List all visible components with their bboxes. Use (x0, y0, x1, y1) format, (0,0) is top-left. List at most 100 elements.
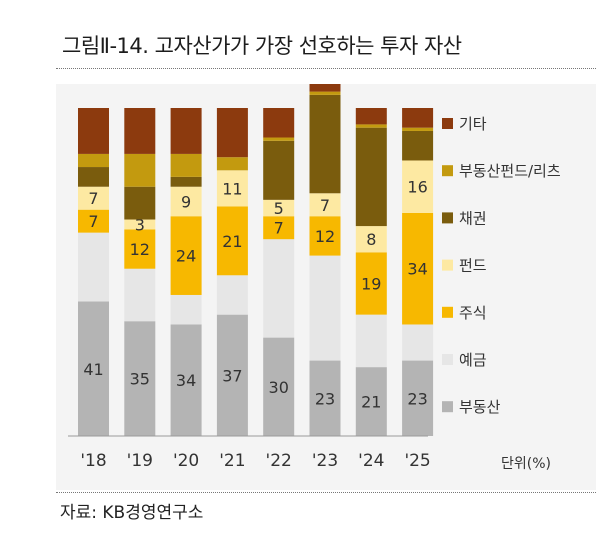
x-tick-label: '25 (404, 451, 430, 471)
x-tick-label: '24 (358, 451, 384, 471)
bar-부동산-'20 (170, 324, 202, 436)
chart-panel: 41 7 7 35 12 3 34 24 9 37 21 11 30 7 5 23 12 7 21 19 8 23 34 16… (56, 84, 596, 490)
legend-swatch-부동산 (442, 401, 453, 413)
data-label: 23 (315, 389, 335, 408)
bar-부동산펀드/리츠-'24 (355, 124, 387, 128)
source-divider (56, 492, 596, 493)
bar-펀드-'24 (355, 226, 387, 253)
data-label: 34 (407, 260, 427, 279)
bar-부동산-'23 (309, 360, 341, 436)
bar-예금-'21 (216, 275, 248, 315)
bar-주식-'20 (170, 216, 202, 295)
unit-label: 단위(%) (501, 456, 551, 472)
legend-swatch-예금 (442, 354, 453, 365)
bar-채권-'24 (355, 127, 387, 227)
stacked-bar-chart: 4177351233424937211130752312721198233416… (68, 84, 561, 472)
bar-기타-'24 (355, 108, 387, 125)
bar-펀드-'20 (170, 186, 202, 217)
bar-예금-'19 (124, 268, 156, 322)
data-label: 21 (222, 232, 242, 251)
data-label: 7 (88, 212, 98, 231)
x-tick-label: '19 (127, 451, 153, 471)
bar-주식-'25 (402, 212, 434, 325)
bar-펀드-'22 (263, 199, 295, 217)
bar-부동산-'25 (402, 360, 434, 436)
bar-채권-'25 (402, 130, 434, 161)
bar-예금-'25 (402, 324, 434, 361)
bar-부동산-'22 (263, 337, 295, 436)
data-label: 11 (222, 179, 242, 198)
bar-부동산펀드/리츠-'25 (402, 127, 434, 131)
legend-label: 펀드 (459, 257, 487, 275)
legend-label: 채권 (459, 209, 487, 227)
data-label: 35 (130, 370, 150, 389)
bar-채권-'22 (263, 140, 295, 200)
bar-부동산펀드/리츠-'22 (263, 137, 295, 141)
bar-기타-'18 (78, 108, 109, 154)
bar-펀드-'19 (124, 219, 156, 230)
legend-swatch-주식 (442, 306, 453, 318)
bar-주식-'23 (309, 216, 341, 256)
legend-label: 기타 (459, 115, 487, 133)
bar-예금-'24 (355, 314, 387, 368)
legend-swatch-부동산펀드/리츠 (442, 165, 453, 177)
bar-부동산-'21 (216, 314, 248, 436)
legend-label: 부동산 (459, 398, 501, 416)
bar-예금-'20 (170, 294, 202, 325)
bar-부동산펀드/리츠-'18 (78, 153, 109, 168)
bar-주식-'22 (263, 216, 295, 240)
figure-title: 그림Ⅱ-14. 고자산가가 가장 선호하는 투자 자산 (62, 34, 462, 58)
bar-펀드-'18 (78, 186, 109, 210)
bar-기타-'21 (216, 108, 248, 158)
data-label: 34 (176, 371, 196, 390)
bar-예금-'23 (309, 255, 341, 361)
bar-채권-'20 (170, 176, 202, 187)
bar-부동산-'19 (124, 321, 156, 436)
data-label: 41 (83, 360, 103, 379)
bar-채권-'19 (124, 186, 156, 220)
bar-예금-'18 (78, 232, 109, 302)
data-label: 9 (181, 192, 191, 211)
bar-주식-'21 (216, 206, 248, 276)
x-tick-label: '23 (312, 451, 338, 471)
legend-swatch-기타 (442, 118, 453, 129)
data-label: 12 (315, 227, 335, 246)
data-label: 8 (366, 230, 376, 249)
data-label: 21 (361, 393, 381, 412)
bar-펀드-'25 (402, 160, 434, 213)
x-tick-label: '18 (80, 451, 106, 471)
bar-부동산펀드/리츠-'19 (124, 153, 156, 187)
legend-swatch-펀드 (442, 259, 453, 271)
bar-주식-'18 (78, 209, 109, 233)
bar-부동산펀드/리츠-'21 (216, 157, 248, 171)
bar-채권-'18 (78, 167, 109, 187)
bar-기타-'19 (124, 108, 156, 154)
bar-기타-'23 (309, 84, 341, 92)
bar-채권-'23 (309, 94, 341, 194)
source-note: 자료: KB경영연구소 (60, 503, 204, 523)
data-label: 23 (407, 389, 427, 408)
x-tick-label: '21 (219, 451, 245, 471)
legend-label: 부동산펀드/리츠 (459, 162, 561, 180)
bar-부동산펀드/리츠-'23 (309, 91, 341, 95)
legend-label: 주식 (459, 304, 487, 322)
bar-부동산-'18 (78, 301, 109, 436)
bar-주식-'19 (124, 229, 156, 269)
data-label: 37 (222, 366, 242, 385)
bar-기타-'20 (170, 108, 202, 154)
title-divider (56, 68, 596, 69)
bar-기타-'25 (402, 108, 434, 128)
data-label: 12 (130, 240, 150, 259)
data-label: 3 (135, 215, 145, 234)
data-label: 30 (269, 378, 289, 397)
x-tick-label: '20 (173, 451, 199, 471)
bar-펀드-'23 (309, 193, 341, 217)
data-label: 7 (320, 196, 330, 215)
legend-label: 예금 (459, 351, 487, 369)
bar-부동산펀드/리츠-'20 (170, 153, 202, 177)
data-label: 24 (176, 247, 196, 266)
data-label: 19 (361, 274, 381, 293)
bar-부동산-'24 (355, 367, 387, 436)
bar-예금-'22 (263, 239, 295, 338)
bar-주식-'24 (355, 252, 387, 315)
